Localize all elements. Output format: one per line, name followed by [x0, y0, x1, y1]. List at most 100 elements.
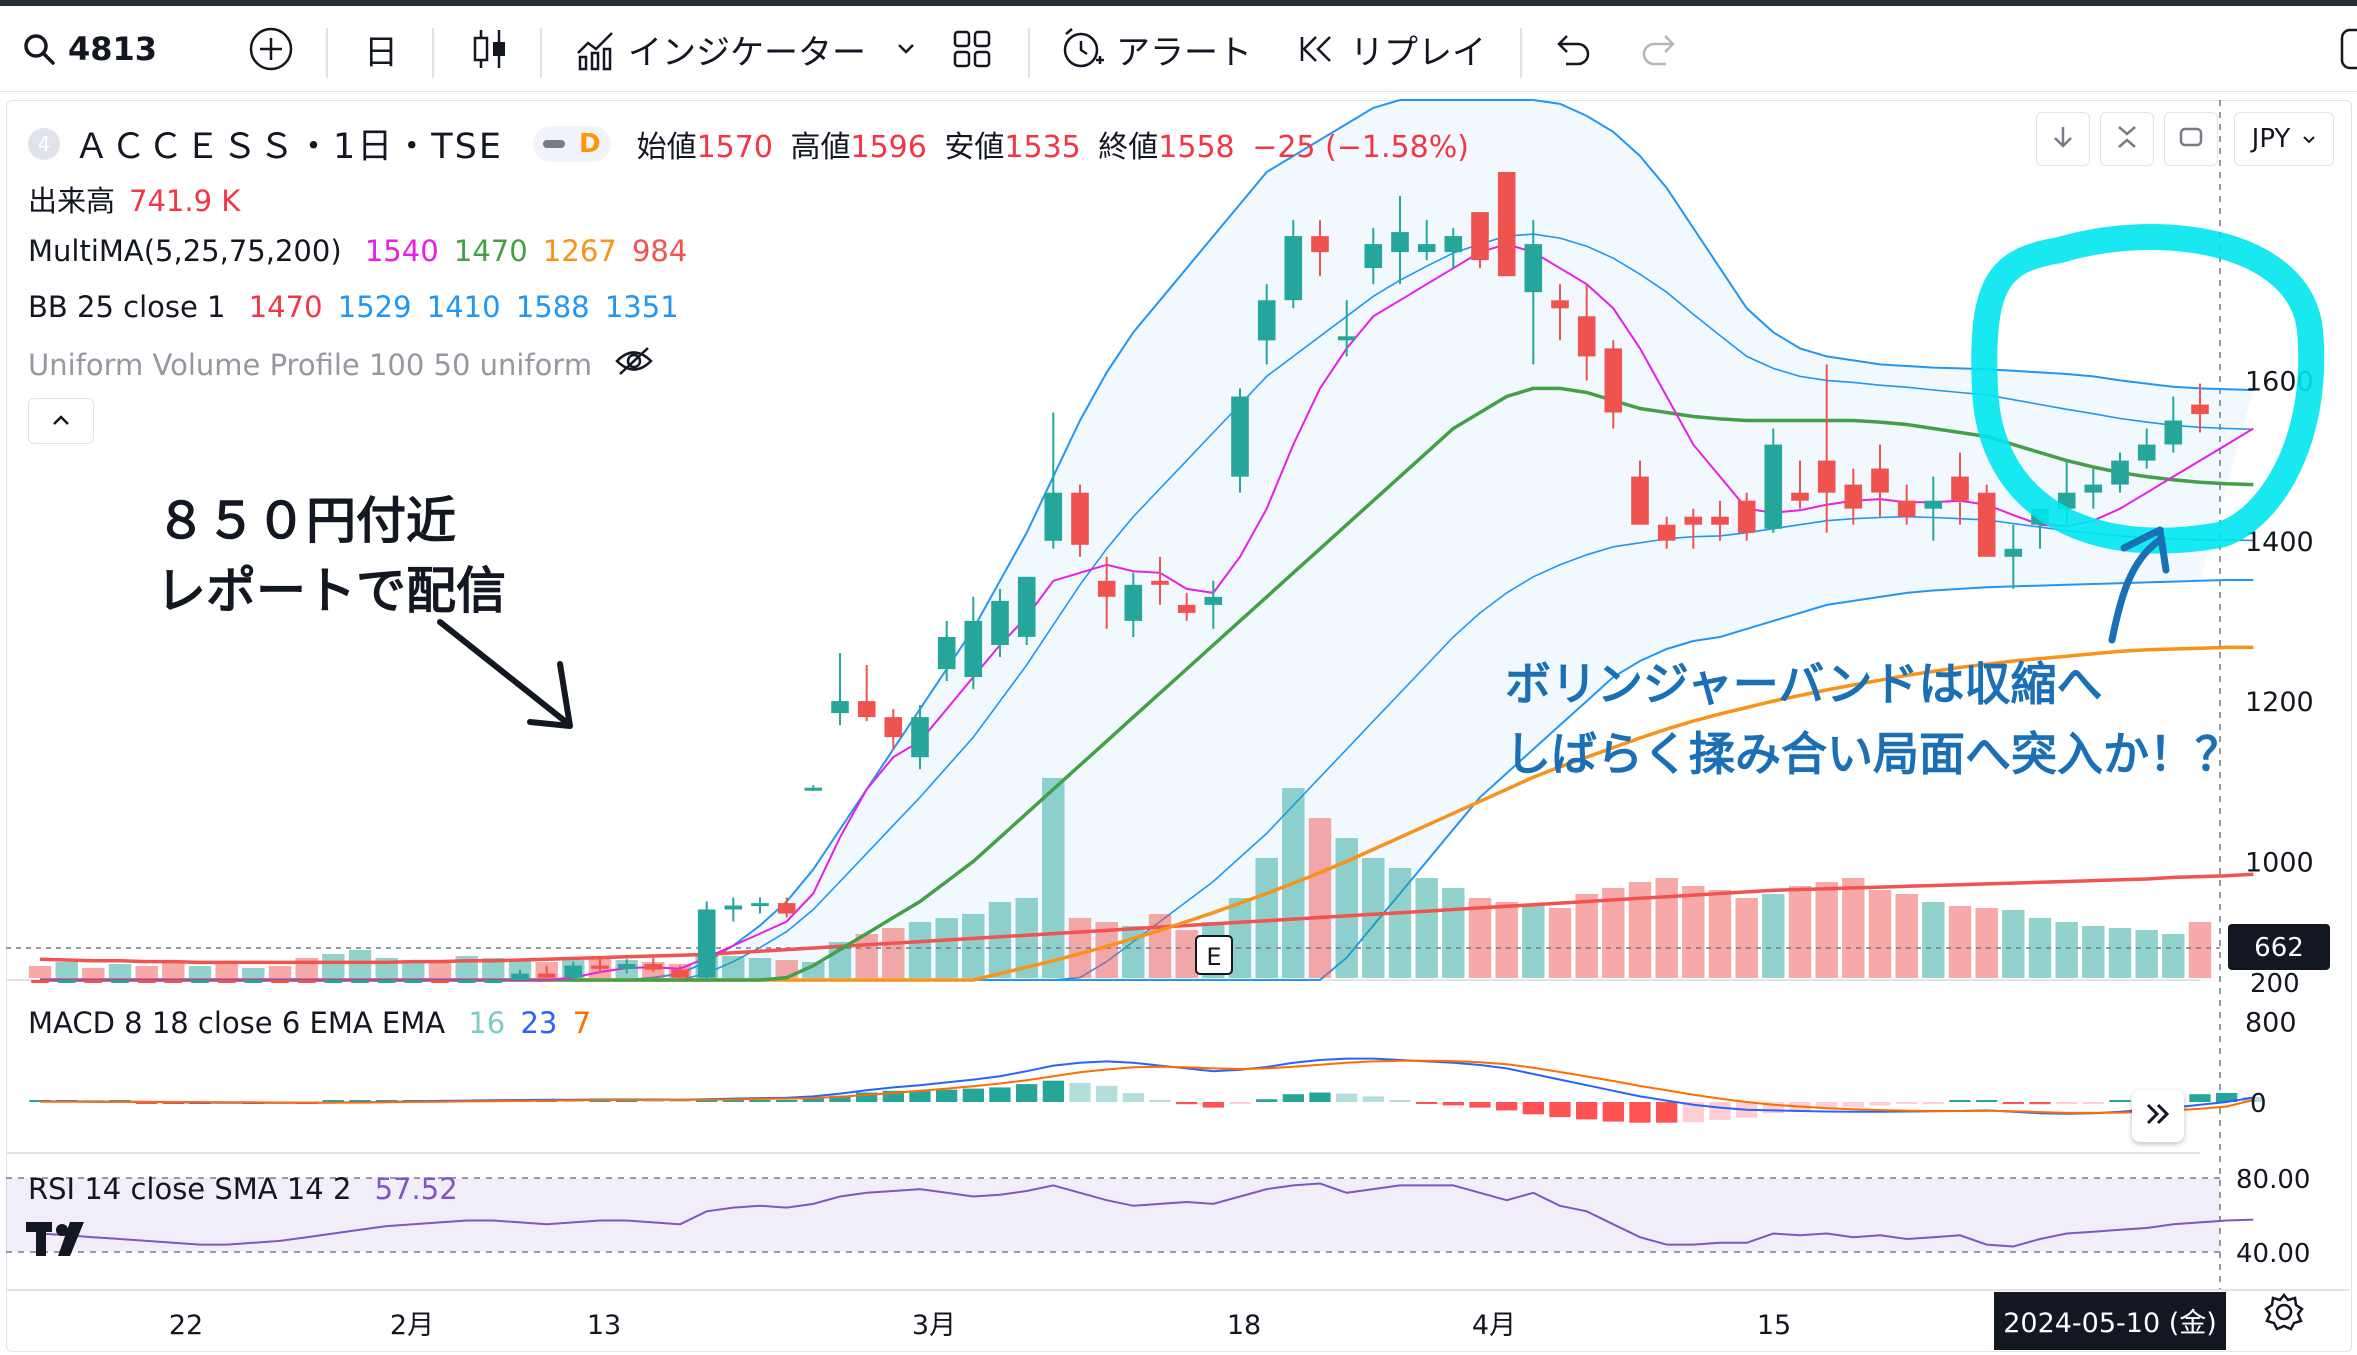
candle[interactable]	[431, 980, 449, 983]
candle[interactable]	[511, 969, 529, 980]
candle[interactable]	[2084, 468, 2103, 509]
chart-type-button[interactable]	[470, 6, 510, 92]
alert-button[interactable]: アラート	[1060, 6, 1252, 92]
candle[interactable]	[1444, 228, 1463, 269]
indicators-button[interactable]: インジケーター	[574, 6, 916, 92]
candle[interactable]	[1257, 284, 1276, 365]
chevron-down-icon[interactable]	[896, 42, 916, 56]
candle[interactable]	[1417, 220, 1436, 261]
symbol-badge[interactable]: 4	[28, 127, 60, 160]
collapse-button[interactable]	[2100, 112, 2154, 166]
candle[interactable]	[164, 980, 183, 983]
candle[interactable]	[31, 980, 49, 983]
candle[interactable]	[1044, 412, 1063, 549]
menu-edge-button[interactable]	[2340, 6, 2357, 92]
candle[interactable]	[751, 897, 769, 914]
candle[interactable]	[1924, 476, 1943, 541]
candle[interactable]	[1844, 468, 1863, 525]
candle[interactable]	[1097, 556, 1116, 629]
candle[interactable]	[1631, 460, 1649, 525]
macd-legend[interactable]: MACD 8 18 close 6 EMA EMA 16 23 7	[28, 1006, 591, 1040]
candle[interactable]	[697, 901, 716, 981]
candle[interactable]	[1577, 284, 1596, 381]
candle[interactable]	[1471, 212, 1489, 269]
candle[interactable]	[191, 980, 209, 983]
candle[interactable]	[297, 980, 316, 983]
candle[interactable]	[617, 959, 636, 974]
symbol-title[interactable]: ＡＣＣＥＳＳ・1日・TSE	[74, 127, 503, 167]
bb-legend[interactable]: BB 25 close 1 1470 1529 1410 1588 1351	[28, 290, 679, 324]
candle[interactable]	[644, 957, 663, 972]
candle[interactable]	[2137, 428, 2156, 469]
candle[interactable]	[1657, 516, 1676, 549]
interval-button[interactable]: 日	[364, 6, 398, 92]
candle[interactable]	[84, 980, 103, 983]
candle[interactable]	[1311, 220, 1329, 277]
candle[interactable]	[404, 980, 423, 983]
earnings-marker[interactable]: E	[1195, 935, 1233, 975]
candle[interactable]	[1684, 508, 1703, 549]
currency-selector[interactable]: JPY	[2234, 112, 2334, 166]
eye-off-icon[interactable]	[614, 346, 654, 383]
replay-button[interactable]: リプレイ	[1298, 6, 1486, 92]
candle[interactable]	[671, 965, 689, 980]
candle[interactable]	[857, 665, 876, 722]
candle[interactable]	[724, 897, 743, 922]
candle[interactable]	[1871, 444, 1889, 517]
candle[interactable]	[57, 980, 76, 983]
candle[interactable]	[1764, 428, 1783, 533]
candle[interactable]	[777, 897, 796, 918]
candle[interactable]	[591, 957, 609, 972]
candle[interactable]	[1124, 572, 1143, 637]
candle[interactable]	[1711, 500, 1729, 541]
candle[interactable]	[244, 980, 263, 983]
scroll-down-button[interactable]	[2036, 112, 2090, 166]
candle[interactable]	[1817, 364, 1836, 533]
rsi-legend[interactable]: RSI 14 close SMA 14 2 57.52	[28, 1172, 458, 1206]
candle[interactable]	[564, 961, 583, 980]
candle[interactable]	[1231, 388, 1249, 493]
candle[interactable]	[1737, 492, 1756, 541]
candle[interactable]	[1284, 220, 1303, 309]
scroll-to-realtime-button[interactable]	[2132, 1090, 2184, 1142]
candle[interactable]	[964, 596, 983, 690]
candle[interactable]	[1391, 196, 1409, 285]
candle[interactable]	[537, 965, 556, 980]
candle[interactable]	[1337, 300, 1356, 357]
candle[interactable]	[937, 620, 956, 681]
settings-button[interactable]	[2264, 1292, 2304, 1336]
templates-button[interactable]	[952, 6, 992, 92]
candle[interactable]	[804, 785, 823, 791]
candle[interactable]	[991, 588, 1009, 657]
candle[interactable]	[1897, 484, 1916, 525]
collapse-legend-button[interactable]	[28, 398, 94, 444]
candle[interactable]	[1551, 284, 1569, 341]
candle[interactable]	[351, 980, 369, 983]
candle[interactable]	[111, 980, 129, 983]
candle[interactable]	[1791, 460, 1809, 509]
candle[interactable]	[1177, 592, 1196, 621]
candle[interactable]	[1364, 228, 1383, 285]
candle[interactable]	[1604, 340, 1623, 429]
candle[interactable]	[2164, 396, 2183, 453]
undo-button[interactable]	[1552, 6, 1592, 92]
candle[interactable]	[1977, 484, 1996, 557]
candle[interactable]	[911, 705, 929, 770]
candle[interactable]	[1951, 452, 1969, 525]
candle[interactable]	[831, 653, 849, 726]
candle[interactable]	[1204, 580, 1223, 629]
tradingview-logo[interactable]	[22, 1216, 94, 1266]
candle[interactable]	[1524, 220, 1543, 365]
candle[interactable]	[2111, 452, 2129, 493]
candle[interactable]	[137, 980, 156, 983]
uvp-legend[interactable]: Uniform Volume Profile 100 50 uniform	[28, 346, 654, 383]
candle[interactable]	[1497, 172, 1516, 277]
candle[interactable]	[1151, 556, 1169, 605]
volume-legend[interactable]: 出来高 741.9 K	[28, 178, 240, 220]
candle[interactable]	[2004, 524, 2023, 589]
maximize-button[interactable]	[2164, 112, 2218, 166]
candle[interactable]	[217, 980, 236, 983]
candle[interactable]	[1017, 576, 1036, 645]
candle[interactable]	[271, 980, 289, 983]
